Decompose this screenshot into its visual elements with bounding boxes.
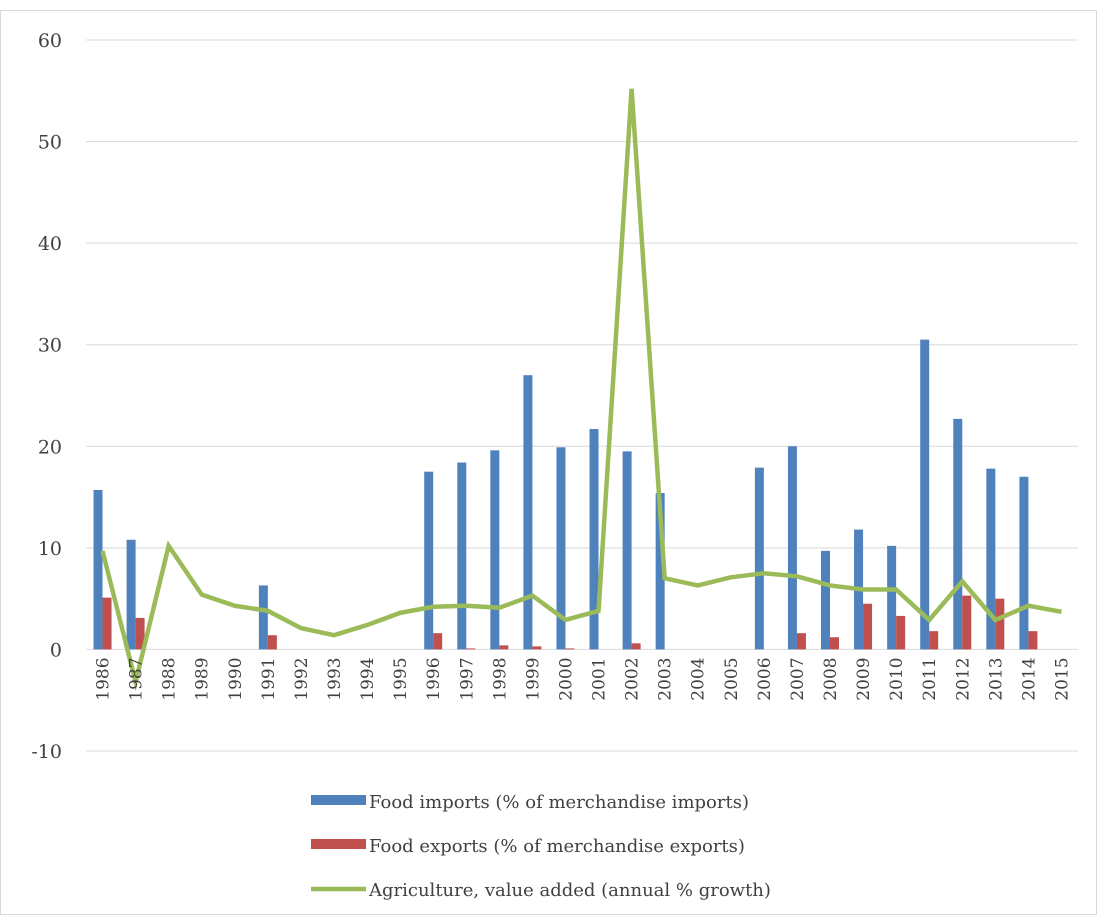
x-tick-label: 1996 — [424, 657, 444, 700]
x-tick-label: 2014 — [1019, 657, 1039, 700]
x-tick-label: 2013 — [986, 657, 1006, 700]
x-tick-label: 2004 — [689, 657, 709, 700]
x-tick-label: 1999 — [523, 657, 543, 700]
legend-swatch — [311, 795, 366, 805]
bar-food-imports — [787, 446, 797, 650]
x-tick-label: 2010 — [887, 657, 907, 700]
y-tick-label: 20 — [38, 436, 62, 458]
x-tick-label: 2002 — [623, 657, 643, 700]
bar-food-imports — [424, 471, 434, 650]
x-tick-label: 1986 — [94, 657, 114, 700]
line-series — [100, 88, 1062, 692]
bar-food-exports — [466, 648, 476, 650]
x-tick-label: 2008 — [821, 657, 841, 700]
y-axis-ticks: 60 50 40 30 20 10 0 -10 — [31, 30, 62, 763]
bar-food-imports — [754, 467, 764, 650]
bar-food-imports — [93, 489, 103, 650]
bar-food-imports — [953, 418, 963, 650]
bar-food-exports — [896, 615, 906, 650]
bar-food-imports — [986, 468, 996, 650]
x-tick-label: 2001 — [590, 657, 610, 700]
x-tick-label: 2000 — [556, 657, 576, 700]
bar-food-exports — [631, 643, 641, 650]
x-tick-label: 2005 — [722, 657, 742, 700]
bar-food-exports — [565, 648, 575, 650]
x-tick-label: 1991 — [259, 657, 279, 700]
x-tick-label: 1989 — [193, 657, 213, 700]
chart-frame — [0, 10, 1097, 915]
y-tick-label: 10 — [38, 538, 62, 560]
bar-food-imports — [556, 447, 566, 650]
bar-food-imports — [258, 585, 268, 650]
gridlines — [86, 39, 1078, 752]
bar-food-imports — [821, 550, 830, 650]
bar-food-exports — [1028, 631, 1038, 650]
y-tick-label: -10 — [31, 741, 62, 763]
x-tick-label: 1988 — [160, 657, 180, 700]
x-tick-label: 2006 — [755, 657, 775, 700]
bar-food-imports — [490, 450, 500, 650]
bar-food-imports — [457, 462, 467, 650]
y-tick-label: 60 — [38, 30, 62, 52]
bar-food-exports — [102, 597, 112, 650]
bar-food-exports — [267, 635, 277, 650]
x-tick-label: 2003 — [656, 657, 676, 700]
x-tick-label: 2012 — [953, 657, 973, 700]
legend-label: Food exports (% of merchandise exports) — [369, 836, 745, 857]
x-tick-label: 2015 — [1052, 657, 1072, 700]
bar-food-exports — [995, 598, 1005, 650]
bar-food-imports — [1019, 476, 1029, 650]
bar-food-imports — [622, 451, 632, 650]
bar-food-exports — [796, 633, 806, 650]
x-tick-label: 1990 — [226, 657, 246, 700]
bar-food-imports — [655, 493, 665, 650]
y-tick-label: 50 — [38, 132, 62, 154]
x-tick-label: 2011 — [920, 657, 940, 700]
x-tick-label: 1987 — [127, 657, 147, 700]
bar-food-exports — [863, 603, 873, 650]
bar-food-imports — [887, 545, 897, 650]
y-tick-label: 0 — [50, 639, 62, 661]
x-tick-label: 1998 — [490, 657, 510, 700]
legend-label: Agriculture, value added (annual % growt… — [368, 880, 771, 901]
bar-food-imports — [920, 339, 930, 650]
y-tick-label: 40 — [38, 233, 62, 255]
y-tick-label: 30 — [38, 335, 62, 357]
bar-food-exports — [135, 617, 145, 650]
bar-food-exports — [499, 645, 509, 650]
x-tick-label: 1994 — [358, 657, 378, 700]
legend-label: Food imports (% of merchandise imports) — [369, 792, 749, 813]
bar-food-exports — [929, 631, 939, 650]
line-agriculture-value-added — [100, 88, 1062, 692]
x-tick-label: 2007 — [788, 657, 808, 700]
bar-food-imports — [523, 375, 533, 650]
x-axis-ticks: 1986 1987 1988 1989 1990 1991 1992 1993 1994 1995… — [94, 657, 1073, 700]
bar-food-imports — [589, 429, 599, 650]
bar-food-exports — [433, 633, 443, 650]
bar-food-exports — [532, 646, 542, 650]
bar-food-imports — [126, 539, 136, 650]
legend-swatch — [311, 839, 366, 849]
x-tick-label: 1993 — [325, 657, 345, 700]
bar-food-exports — [962, 595, 972, 650]
x-tick-label: 1992 — [292, 657, 312, 700]
x-tick-label: 2009 — [854, 657, 874, 700]
x-tick-label: 1995 — [391, 657, 411, 700]
x-tick-label: 1997 — [457, 657, 477, 700]
legend: Food imports (% of merchandise imports) F… — [311, 792, 771, 901]
bar-food-exports — [830, 637, 839, 650]
